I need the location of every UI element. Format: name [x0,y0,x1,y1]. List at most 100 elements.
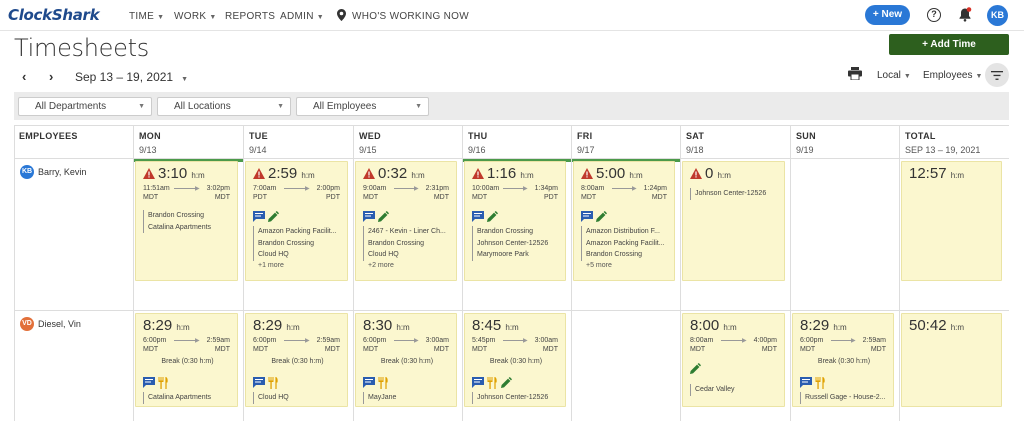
meal-break-icon [268,376,278,389]
job-list: Amazon Distribution F... Amazon Packing F… [581,226,671,261]
clock-out-time: 3:02pm MDT [206,185,230,201]
clock-in-time: 9:00am MDT [363,185,387,201]
employee-name[interactable]: Diesel, Vin [38,319,81,329]
location-filter[interactable]: All Locations ▼ [157,97,291,116]
notes-icon[interactable] [581,211,593,223]
timesheet-card[interactable]: 2:59 h:m 7:00am PDT 2:00pm PDT ▶ Amazon Packin… [245,161,348,281]
edit-pencil-icon[interactable] [378,211,389,223]
clock-in-time: 5:45pm MDT [472,337,496,353]
new-button[interactable]: + New [865,5,910,25]
department-filter[interactable]: All Departments ▼ [18,97,152,116]
job-name: Johnson Center-12526 [695,190,767,197]
day-total: 8:29 h:m [253,317,300,334]
clock-out-time: 2:59am MDT [206,337,230,353]
nav-whos-working[interactable]: WHO'S WORKING NOW [337,9,469,22]
time-span-line [612,188,634,189]
nav-reports[interactable]: REPORTS [225,11,276,22]
edit-pencil-icon[interactable] [501,377,512,389]
timezone-dropdown[interactable]: Local ▼ [877,70,911,81]
print-icon[interactable] [848,67,862,80]
column-divider [133,125,134,421]
job-name: Cloud HQ [258,251,289,258]
card-actions [690,360,704,378]
meal-break-icon [815,376,825,389]
day-total: 8:29 h:m [800,317,847,334]
column-date: 9/13 [139,145,157,155]
nav-time[interactable]: TIME ▼ [129,11,165,22]
break-label: Break (0:30 h:m) [271,358,324,365]
previous-week-button[interactable]: ‹ [22,69,27,84]
user-avatar[interactable]: KB [987,5,1008,26]
notes-icon[interactable] [363,377,375,389]
timesheet-card[interactable]: 0:32 h:m 9:00am MDT 2:31pm MDT ▶ 2467 - Kevin … [355,161,457,281]
clock-in-time: 11:51am MDT [143,185,170,201]
weekly-total: 50:42 h:m [909,317,965,334]
next-week-button[interactable]: › [49,69,54,84]
arrow-right-icon: ▶ [523,186,528,192]
timesheet-card[interactable]: 8:45 h:m 5:45pm MDT 3:00am MDT ▶ Break (0:30 h… [464,313,566,407]
timesheet-card[interactable]: 8:29 h:m 6:00pm MDT 2:59am MDT ▶ Break (0:30 h… [792,313,894,407]
clock-out-time: 3:00am MDT [425,337,449,353]
meal-break-icon [487,376,497,389]
timesheet-card[interactable]: 8:00 h:m 8:00am MDT 4:00pm MDT ▶ Cedar Valley [682,313,785,407]
location-pin-icon [337,9,346,21]
notes-icon[interactable] [143,377,155,389]
notes-icon[interactable] [253,211,265,223]
time-span-line [503,340,525,341]
job-list: Russell Gage - House-2... [800,392,890,404]
warning-icon [581,168,593,179]
notes-icon[interactable] [800,377,812,389]
column-date: 9/14 [249,145,267,155]
timesheet-card[interactable]: 5:00 h:m 8:00am MDT 1:24pm MDT ▶ Amazon Distri… [573,161,675,281]
chevron-down-icon: ▼ [157,14,165,21]
edit-pencil-icon[interactable] [268,211,279,223]
timesheet-card[interactable]: 3:10 h:m 11:51am MDT 3:02pm MDT ▶ Brandon Cros… [135,161,238,281]
job-name: Brandon Crossing [477,228,534,235]
more-jobs-link[interactable]: +2 more [368,261,394,269]
notes-icon[interactable] [472,211,484,223]
arrow-right-icon: ▶ [742,338,747,344]
notification-bell-icon[interactable] [958,7,972,22]
arrow-right-icon: ▶ [414,338,419,344]
day-total: 8:00 h:m [690,317,737,334]
more-jobs-link[interactable]: +5 more [586,261,612,269]
time-span-line [721,340,744,341]
employee-filter[interactable]: All Employees ▼ [296,97,429,116]
card-actions [363,374,392,392]
add-time-button[interactable]: + Add Time [889,34,1009,55]
filter-button[interactable] [985,63,1009,87]
notes-icon[interactable] [472,377,484,389]
timesheet-card[interactable]: 8:29 h:m 6:00pm MDT 2:59am MDT ▶ Break (0:30 h… [135,313,238,407]
approved-indicator [463,159,571,162]
card-actions [581,208,610,226]
nav-admin[interactable]: ADMIN ▼ [280,11,324,22]
view-dropdown[interactable]: Employees ▼ [923,70,983,81]
help-icon[interactable]: ? [927,8,941,22]
chevron-down-icon: ▼ [209,14,217,21]
edit-pencil-icon[interactable] [690,363,701,375]
notes-icon[interactable] [363,211,375,223]
edit-pencil-icon[interactable] [487,211,498,223]
column-total-range: SEP 13 – 19, 2021 [905,145,981,155]
column-header-fri: FRI [577,131,593,141]
timesheet-card[interactable]: 1:16 h:m 10:00am MDT 1:34pm PDT ▶ Brandon Cros… [464,161,566,281]
edit-pencil-icon[interactable] [596,211,607,223]
more-jobs-link[interactable]: +1 more [258,261,284,269]
timesheet-card[interactable]: 8:29 h:m 6:00pm MDT 2:59am MDT ▶ Break (0:30 h… [245,313,348,407]
warning-icon [253,168,265,179]
break-label: Break (0:30 h:m) [489,358,543,365]
timesheet-card[interactable]: 8:30 h:m 6:00pm MDT 3:00am MDT ▶ Break (0:30 h… [355,313,457,407]
employee-name[interactable]: Barry, Kevin [38,167,87,177]
clock-out-time: 1:34pm PDT [534,185,558,201]
time-span-line [284,340,307,341]
column-divider [462,125,463,421]
date-range-picker[interactable]: Sep 13 – 19, 2021 ▼ [75,70,189,84]
nav-work[interactable]: WORK ▼ [174,11,217,22]
clockshark-logo[interactable]: ClockShark [8,6,100,24]
arrow-right-icon: ▶ [195,338,200,344]
row-divider [14,310,1009,311]
notes-icon[interactable] [253,377,265,389]
timesheet-card[interactable]: 0 h:m Johnson Center-12526 [682,161,785,281]
time-span-line [174,340,197,341]
clock-in-time: 10:00am MDT [472,185,500,201]
